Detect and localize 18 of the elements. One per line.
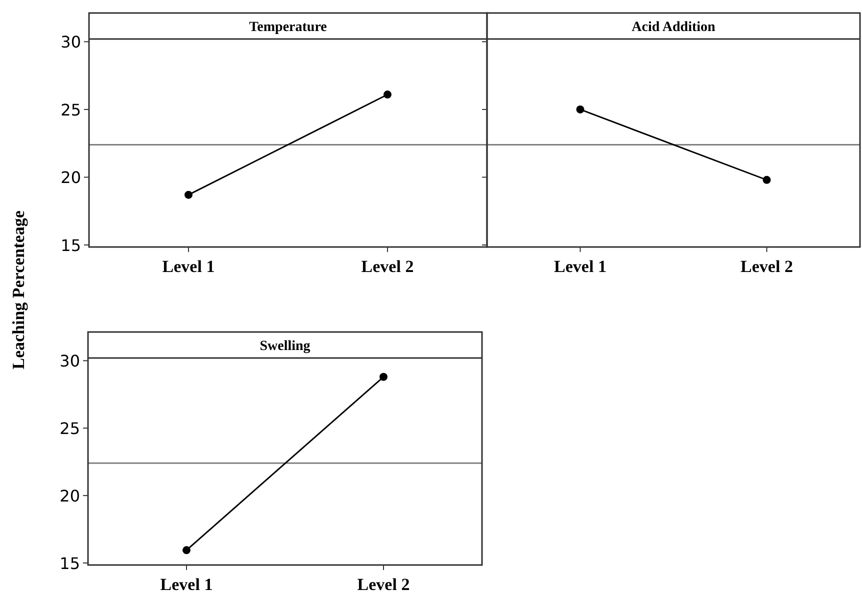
chart-title: Swelling (260, 339, 310, 354)
chart-title: Temperature (249, 20, 327, 35)
x-tick-label: Level 1 (554, 257, 606, 276)
y-tick-label: 20 (60, 486, 80, 506)
y-tick-label: 30 (60, 352, 80, 371)
chart-title: Acid Addition (632, 20, 716, 35)
y-tick-label: 20 (60, 168, 81, 188)
y-tick-label: 15 (60, 236, 81, 255)
y-axis-title: Leaching Percenteage (9, 210, 28, 370)
x-tick-label: Level 1 (162, 257, 215, 276)
x-tick-label: Level 2 (740, 257, 793, 276)
y-tick-label: 25 (60, 419, 80, 438)
y-tick-label: 30 (60, 32, 81, 52)
y-tick-label: 15 (60, 554, 80, 573)
x-tick-label: Level 2 (357, 575, 410, 594)
y-tick-label: 25 (60, 100, 81, 120)
x-tick-label: Level 2 (361, 257, 414, 276)
x-tick-label: Level 1 (160, 575, 213, 594)
